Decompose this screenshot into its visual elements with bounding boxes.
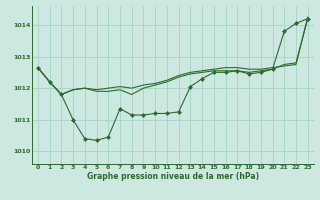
- X-axis label: Graphe pression niveau de la mer (hPa): Graphe pression niveau de la mer (hPa): [87, 172, 259, 181]
